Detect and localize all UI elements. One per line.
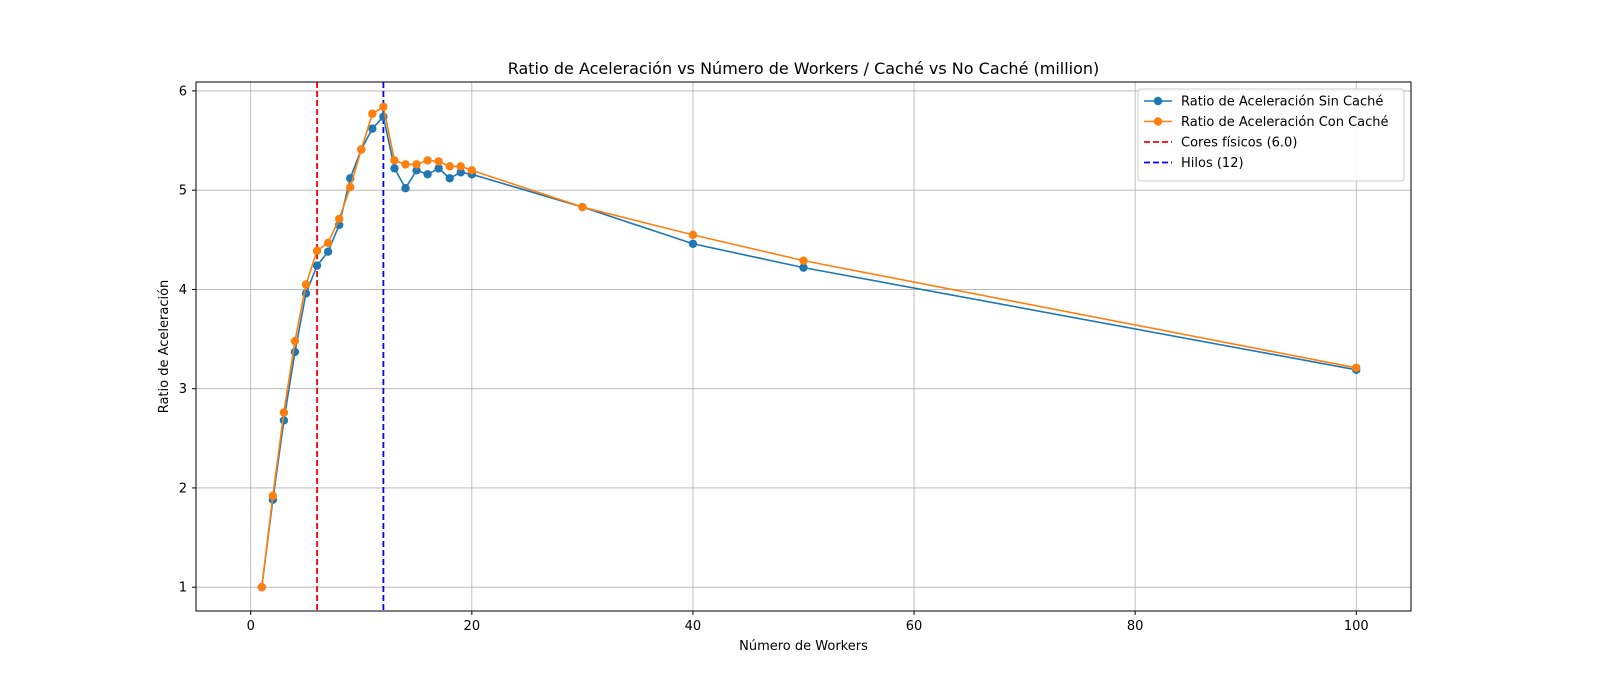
y-tick-label: 2 [179, 481, 187, 496]
data-point [799, 256, 808, 265]
data-point [257, 582, 266, 592]
data-point [279, 408, 289, 417]
chart-title: Ratio de Aceleración vs Número de Worker… [508, 59, 1100, 78]
data-point [1352, 363, 1361, 373]
legend-label: Cores físicos (6.0) [1181, 136, 1297, 151]
data-point [357, 145, 366, 154]
y-axis-label: Ratio de Aceleración [157, 280, 172, 414]
x-tick-label: 20 [464, 619, 481, 634]
data-point [323, 247, 333, 256]
data-point [390, 164, 399, 173]
x-tick-label: 40 [685, 619, 702, 634]
data-point [379, 102, 388, 112]
data-point [401, 160, 410, 169]
data-point [401, 183, 410, 193]
legend-label: Ratio de Aceleración Con Caché [1181, 115, 1389, 130]
legend: Ratio de Aceleración Sin Caché Ratio de A… [1137, 88, 1405, 182]
data-point [290, 336, 300, 346]
y-tick-label: 6 [179, 84, 187, 99]
data-point [412, 166, 421, 175]
data-point [434, 157, 443, 166]
x-tick-label: 80 [1127, 619, 1144, 634]
x-tick-label: 0 [247, 619, 255, 634]
data-point [445, 174, 454, 183]
x-axis-label: Número de Workers [739, 639, 868, 654]
data-point [268, 491, 278, 501]
data-point [368, 109, 377, 118]
series-line [260, 115, 1357, 588]
legend-marker [1153, 96, 1163, 106]
legend-marker [1153, 117, 1163, 126]
series-layer [257, 102, 1361, 592]
data-point [312, 246, 322, 255]
data-point [423, 156, 432, 165]
data-point [688, 239, 698, 248]
x-tick-label: 60 [906, 619, 923, 634]
data-point [301, 280, 311, 289]
x-tick-label: 100 [1344, 619, 1369, 634]
data-point [688, 230, 698, 240]
data-point [412, 160, 421, 169]
series-line [260, 105, 1357, 588]
y-tick-label: 3 [179, 382, 187, 397]
data-point [346, 183, 355, 192]
data-point [390, 156, 399, 165]
data-point [467, 166, 477, 175]
data-point [456, 162, 465, 171]
data-point [434, 164, 443, 173]
data-point [312, 261, 322, 270]
data-point [445, 162, 454, 171]
data-point [323, 238, 333, 247]
tick-layer: 0 20 40 60 80 100 1 2 3 4 5 6 [179, 84, 1369, 634]
y-tick-label: 4 [179, 283, 187, 298]
legend-box [1137, 88, 1405, 182]
plot-frame [195, 81, 1412, 612]
legend-label: Hilos (12) [1181, 156, 1244, 171]
y-tick-label: 5 [179, 184, 187, 199]
data-point [578, 202, 587, 212]
legend-label: Ratio de Aceleración Sin Caché [1181, 95, 1383, 110]
vline-layer [316, 82, 385, 611]
data-point [334, 214, 344, 224]
y-tick-label: 1 [179, 581, 187, 596]
data-point [423, 170, 432, 179]
data-point [799, 263, 808, 272]
data-point [368, 124, 377, 133]
data-point [456, 168, 465, 177]
